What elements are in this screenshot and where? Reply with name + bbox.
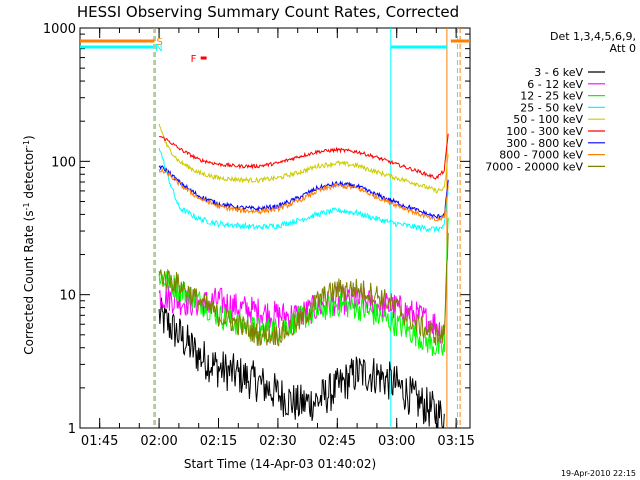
- flag-label-f: F: [191, 54, 197, 65]
- x-axis-label: Start Time (14-Apr-03 01:40:02): [184, 457, 376, 471]
- x-tick-label: 02:45: [319, 434, 356, 449]
- x-tick-label: 02:30: [259, 434, 296, 449]
- legend-label: 7000 - 20000 keV: [485, 160, 583, 173]
- x-tick-label: 02:15: [200, 434, 237, 449]
- legend-label: 50 - 100 keV: [513, 113, 583, 126]
- series-line-50-100keV: [158, 123, 449, 194]
- y-tick-label: 10: [59, 289, 76, 304]
- legend-label: 3 - 6 keV: [534, 66, 583, 79]
- legend-label: 800 - 7000 keV: [499, 149, 583, 162]
- x-tick-label: 01:45: [81, 434, 118, 449]
- legend-label: 300 - 800 keV: [506, 137, 583, 150]
- plot-area: 1 10 100 1000 01:45 02:00 02:15 02:30 02:45 03:00…: [43, 22, 475, 449]
- y-tick-label: 100: [51, 155, 76, 170]
- series-line-7000-20000keV: [158, 232, 449, 347]
- detector-info-line2: Att 0: [610, 42, 636, 55]
- y-tick-label: 1000: [43, 22, 76, 37]
- y-axis-label: Corrected Count Rate (s-1 detector-1): [22, 135, 36, 354]
- legend-label: 100 - 300 keV: [506, 125, 583, 138]
- y-tick-label: 1: [68, 422, 76, 437]
- footer-timestamp: 19-Apr-2010 22:15: [561, 469, 636, 478]
- x-tick-label: 02:00: [140, 434, 177, 449]
- series-line-300-800keV: [158, 165, 449, 220]
- detector-info-line1: Det 1,3,4,5,6,9,: [550, 30, 636, 43]
- series-line-100-300keV: [158, 133, 449, 180]
- series-line-25-50keV: [158, 147, 449, 234]
- plot-frame: [79, 27, 471, 429]
- legend-label: 12 - 25 keV: [520, 90, 583, 103]
- series-line-3-6keV: [158, 297, 445, 429]
- x-tick-label: 03:15: [437, 434, 474, 449]
- x-tick-label: 03:00: [378, 434, 415, 449]
- legend-label: 6 - 12 keV: [527, 78, 583, 91]
- chart-title: HESSI Observing Summary Count Rates, Cor…: [77, 3, 459, 21]
- flag-label-s: S: [156, 37, 162, 48]
- flag-label-n: N: [155, 43, 162, 54]
- series-line-800-7000keV: [158, 167, 449, 222]
- legend-label: 25 - 50 keV: [520, 101, 583, 114]
